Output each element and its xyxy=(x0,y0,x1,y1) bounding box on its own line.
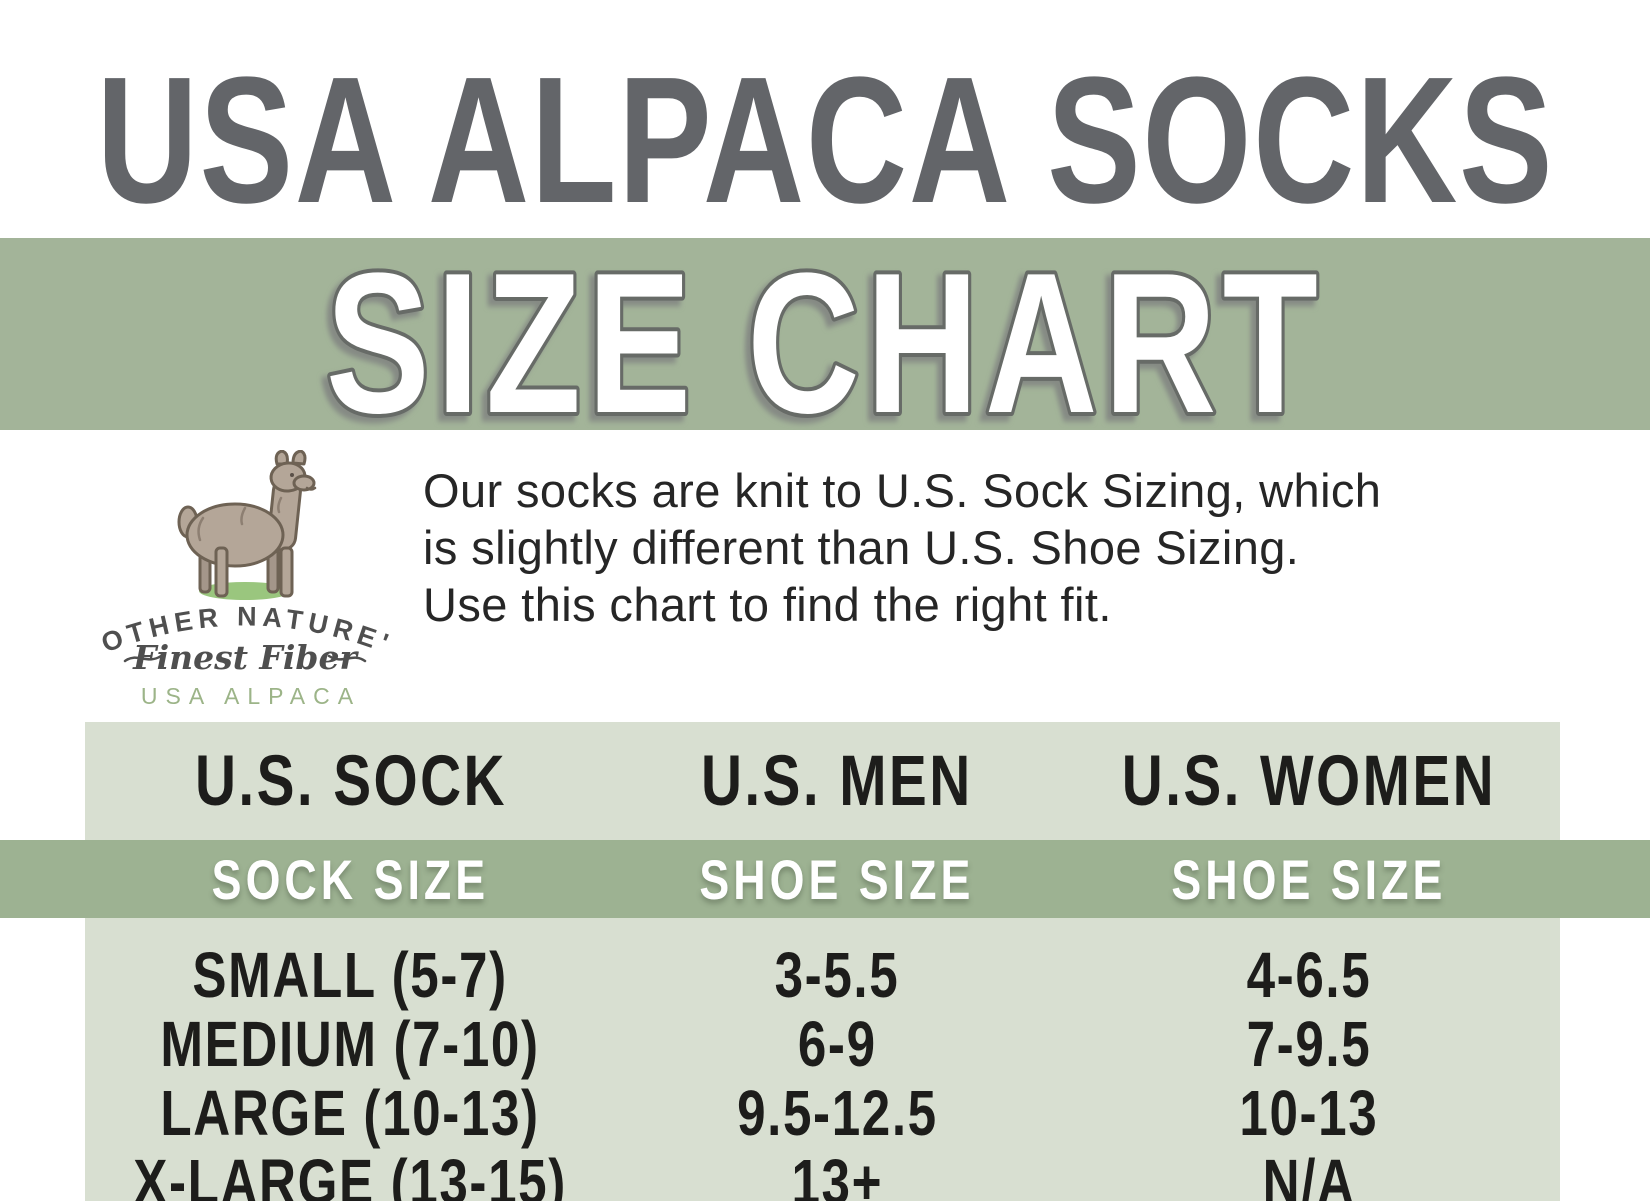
left-flourish xyxy=(123,654,163,663)
column-group-header-us-sock: U.S. SOCK xyxy=(194,741,507,821)
table-cell: 10-13 xyxy=(1239,1077,1379,1149)
table-row: LARGE (10-13) 9.5-12.5 10-13 xyxy=(85,1076,1560,1149)
size-table-subheader-band: SOCK SIZE SHOE SIZE SHOE SIZE xyxy=(0,840,1650,918)
column-group-header-us-men: U.S. MEN xyxy=(701,741,974,821)
table-cell: SMALL (5-7) xyxy=(192,939,509,1011)
column-subheader-men-shoe-size: SHOE SIZE xyxy=(699,847,975,911)
table-row: SMALL (5-7) 3-5.5 4-6.5 xyxy=(85,938,1560,1011)
right-flourish xyxy=(327,654,367,663)
table-cell: 9.5-12.5 xyxy=(736,1077,938,1149)
table-cell: LARGE (10-13) xyxy=(160,1077,541,1149)
table-cell: 4-6.5 xyxy=(1246,939,1372,1011)
logo-sub-text: USA ALPACA xyxy=(141,683,361,709)
column-subheader-women-shoe-size: SHOE SIZE xyxy=(1171,847,1447,911)
page-title: USA ALPACA SOCKS xyxy=(0,0,1650,241)
table-cell: 13+ xyxy=(791,1146,884,1201)
table-cell: N/A xyxy=(1262,1146,1356,1201)
alpaca-shape xyxy=(177,449,317,598)
intro-paragraph: Our socks are knit to U.S. Sock Sizing, … xyxy=(423,462,1563,633)
alpaca-logo: MOTHER NATURE'S Finest Fiber USA ALPACA xyxy=(71,426,405,722)
table-cell: 6-9 xyxy=(797,1008,877,1080)
intro-line: is slightly different than U.S. Shoe Siz… xyxy=(423,521,1300,574)
table-row: MEDIUM (7-10) 6-9 7-9.5 xyxy=(85,1007,1560,1080)
intro-line: Our socks are knit to U.S. Sock Sizing, … xyxy=(423,464,1382,517)
alpaca-icon: MOTHER NATURE'S Finest Fiber USA ALPACA xyxy=(71,426,392,709)
banner-text-shadow: SIZE CHART xyxy=(321,238,1319,430)
table-cell: 7-9.5 xyxy=(1246,1008,1372,1080)
intro-line: Use this chart to find the right fit. xyxy=(423,578,1112,631)
size-table-background xyxy=(85,722,1560,1201)
size-table-rows: SMALL (5-7) 3-5.5 4-6.5 MEDIUM (7-10) 6-… xyxy=(85,918,1560,1201)
banner-text: SIZE CHART xyxy=(326,238,1324,430)
table-row: X-LARGE (13-15) 13+ N/A xyxy=(85,1145,1560,1201)
table-cell: X-LARGE (13-15) xyxy=(133,1146,568,1201)
logo-script-text: Finest Fiber xyxy=(132,638,359,677)
table-cell: 3-5.5 xyxy=(774,939,900,1011)
size-table-group-header-row: U.S. SOCK U.S. MEN U.S. WOMEN xyxy=(85,722,1560,840)
column-group-header-us-women: U.S. WOMEN xyxy=(1122,741,1497,821)
size-chart-banner-art: SIZE CHART SIZE CHART xyxy=(317,238,1324,430)
column-subheader-sock-size: SOCK SIZE xyxy=(211,847,490,911)
page-title-text: USA ALPACA SOCKS xyxy=(96,39,1554,241)
table-cell: MEDIUM (7-10) xyxy=(160,1008,541,1080)
size-chart-banner: SIZE CHART SIZE CHART xyxy=(0,238,1650,430)
